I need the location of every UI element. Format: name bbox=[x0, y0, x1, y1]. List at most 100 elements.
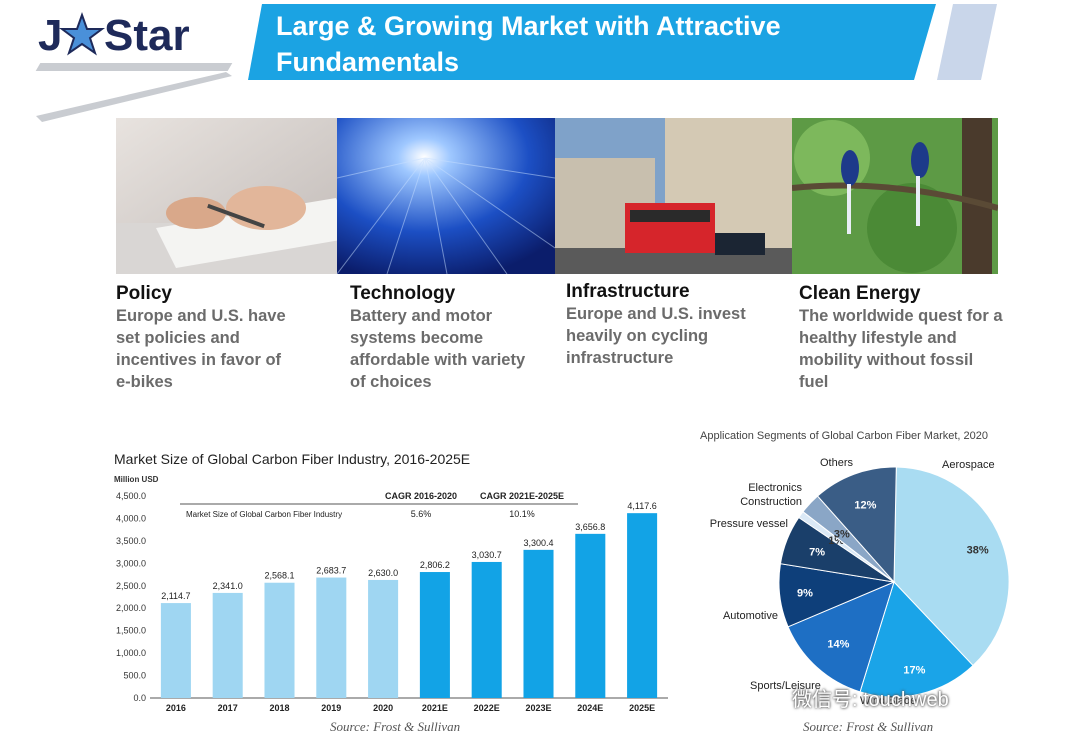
y-tick-label: 4,000.0 bbox=[116, 513, 146, 523]
y-tick-label: 2,500.0 bbox=[116, 581, 146, 591]
logo-graphic: J Star bbox=[38, 11, 190, 60]
bar-value-label: 2,341.0 bbox=[213, 581, 243, 591]
pie-pct-label: 9% bbox=[797, 588, 813, 600]
title-decoration bbox=[937, 4, 997, 80]
pie-chart: 38%17%14%9%7%1%3%12%AerospaceOthersElect… bbox=[710, 457, 1010, 707]
pie-category-label: Sports/Leisure bbox=[750, 680, 821, 692]
pie-chart-source: Source: Frost & Sullivan bbox=[803, 719, 934, 734]
clean-energy-photo bbox=[792, 118, 998, 274]
infrastructure-line: Europe and U.S. invest bbox=[566, 305, 746, 323]
policy-text: Europe and U.S. have set policies and in… bbox=[116, 305, 336, 393]
logo-underline bbox=[35, 63, 233, 71]
pie-slice bbox=[787, 581, 895, 693]
bar-value-label: 3,300.4 bbox=[523, 538, 553, 548]
clean-energy-line: mobility without fossil bbox=[799, 351, 974, 369]
y-tick-label: 4,500.0 bbox=[116, 491, 146, 501]
bar bbox=[627, 513, 658, 698]
y-tick-label: 1,500.0 bbox=[116, 626, 146, 636]
bar bbox=[471, 561, 502, 698]
y-tick-label: 3,000.0 bbox=[116, 558, 146, 568]
technology-photo bbox=[337, 118, 555, 274]
cagr-value: 5.6% bbox=[411, 509, 432, 519]
technology-line: systems become bbox=[350, 329, 483, 347]
clean-energy-line: healthy lifestyle and bbox=[799, 329, 957, 347]
bar-chart-source: Source: Frost & Sullivan bbox=[330, 719, 461, 734]
logo-swoosh bbox=[36, 72, 232, 122]
pie-slice bbox=[859, 581, 974, 698]
pie-pct-label: 12% bbox=[854, 499, 876, 511]
pie-category-label: Pressure vessel bbox=[710, 518, 788, 530]
clean-energy-title: Clean Energy bbox=[799, 283, 921, 304]
x-tick-label: 2017 bbox=[218, 703, 238, 713]
title-banner bbox=[248, 4, 936, 80]
policy-title: Policy bbox=[116, 283, 172, 304]
bar bbox=[575, 533, 606, 698]
y-tick-label: 500.0 bbox=[123, 671, 146, 681]
policy-photo bbox=[116, 118, 352, 274]
pie-category-label: Others bbox=[820, 457, 854, 469]
svg-text:J: J bbox=[38, 11, 62, 58]
policy-line: Europe and U.S. have bbox=[116, 307, 286, 325]
y-tick-label: 2,000.0 bbox=[116, 603, 146, 613]
technology-text: Battery and motor systems become afforda… bbox=[350, 305, 560, 393]
policy-line: e-bikes bbox=[116, 373, 173, 391]
pie-pct-label: 7% bbox=[809, 546, 825, 558]
infrastructure-line: infrastructure bbox=[566, 349, 674, 367]
bar bbox=[419, 572, 450, 698]
technology-line: affordable with variety bbox=[350, 351, 526, 369]
y-tick-label: 0.0 bbox=[133, 693, 146, 703]
infrastructure-line: heavily on cycling bbox=[566, 327, 709, 345]
technology-block: Technology Battery and motor systems bec… bbox=[350, 283, 560, 393]
clean-energy-text: The worldwide quest for a healthy lifest… bbox=[799, 305, 1049, 393]
clean-energy-line: fuel bbox=[799, 373, 829, 391]
clean-energy-block: Clean Energy The worldwide quest for a h… bbox=[799, 283, 1049, 393]
bar-chart-unit: Million USD bbox=[114, 475, 159, 484]
x-tick-label: 2020 bbox=[373, 703, 393, 713]
bar-value-label: 2,806.2 bbox=[420, 560, 450, 570]
bar-value-label: 3,656.8 bbox=[575, 522, 605, 532]
technology-title: Technology bbox=[350, 283, 456, 304]
pie-category-label: Wind Blade bbox=[860, 695, 916, 707]
bar bbox=[523, 549, 554, 698]
bar bbox=[368, 579, 399, 698]
pie-slice bbox=[816, 466, 897, 584]
y-tick-label: 3,500.0 bbox=[116, 536, 146, 546]
x-tick-label: 2024E bbox=[577, 703, 603, 713]
bar-value-label: 3,030.7 bbox=[472, 550, 502, 560]
y-tick-label: 1,000.0 bbox=[116, 648, 146, 658]
pie-category-label: Electronics bbox=[748, 482, 802, 494]
pie-category-label: Construction bbox=[740, 496, 802, 508]
x-tick-label: 2022E bbox=[474, 703, 500, 713]
bar-value-label: 2,114.7 bbox=[161, 591, 190, 601]
cagr-header: CAGR 2021E-2025E bbox=[480, 491, 564, 501]
x-tick-label: 2018 bbox=[269, 703, 289, 713]
clean-energy-line: The worldwide quest for a bbox=[799, 307, 1003, 325]
technology-line: of choices bbox=[350, 373, 432, 391]
bar-value-label: 2,568.1 bbox=[264, 571, 294, 581]
pie-pct-label: 17% bbox=[903, 664, 925, 676]
policy-line: set policies and bbox=[116, 329, 240, 347]
cagr-value: 10.1% bbox=[509, 509, 535, 519]
x-tick-label: 2019 bbox=[321, 703, 341, 713]
pie-category-label: Aerospace bbox=[942, 459, 995, 471]
bar-value-label: 2,630.0 bbox=[368, 568, 398, 578]
bar bbox=[212, 592, 243, 698]
x-tick-label: 2025E bbox=[629, 703, 655, 713]
infrastructure-text: Europe and U.S. invest heavily on cyclin… bbox=[566, 303, 791, 369]
infrastructure-photo bbox=[555, 118, 792, 274]
logo-star-icon bbox=[59, 12, 105, 56]
bar-value-label: 4,117.6 bbox=[627, 501, 656, 511]
bar bbox=[160, 603, 191, 698]
jstar-logo: J Star bbox=[38, 8, 228, 60]
bar bbox=[316, 577, 347, 698]
page-title: Large & Growing Market with Attractive F… bbox=[276, 11, 781, 77]
cagr-header: CAGR 2016-2020 bbox=[385, 491, 457, 501]
x-tick-label: 2023E bbox=[525, 703, 551, 713]
pie-pct-label: 14% bbox=[827, 638, 849, 650]
x-tick-label: 2021E bbox=[422, 703, 448, 713]
pie-pct-label: 38% bbox=[967, 545, 989, 557]
technology-line: Battery and motor bbox=[350, 307, 493, 325]
infrastructure-title: Infrastructure bbox=[566, 281, 690, 302]
bar-chart-title: Market Size of Global Carbon Fiber Indus… bbox=[114, 451, 471, 467]
bar-value-label: 2,683.7 bbox=[316, 566, 346, 576]
